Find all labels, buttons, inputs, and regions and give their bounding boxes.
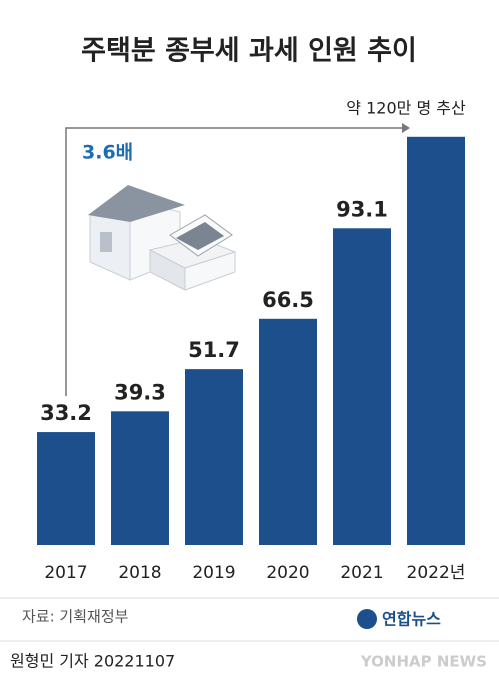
x-tick-label: 2017 xyxy=(44,563,87,583)
bar xyxy=(259,318,317,545)
annotation: 3.6배 xyxy=(82,142,133,164)
arrow-head xyxy=(402,123,410,133)
value-label: 93.1 xyxy=(336,197,388,221)
logo-en: YONHAP NEWS xyxy=(360,653,487,671)
bar xyxy=(185,369,243,545)
value-label: 33.2 xyxy=(40,401,92,425)
value-label: 51.7 xyxy=(188,338,240,362)
value-label: 66.5 xyxy=(262,288,314,312)
logo-mark xyxy=(357,609,377,629)
source: 자료: 기획재정부 xyxy=(22,608,129,626)
bar xyxy=(333,228,391,545)
x-tick-label: 2019 xyxy=(192,563,235,583)
value-label: 39.3 xyxy=(114,380,166,404)
credit: 원형민 기자 20221107 xyxy=(10,652,175,671)
x-tick-label: 2020 xyxy=(266,563,309,583)
house-icon xyxy=(88,185,237,291)
x-tick-label: 2022년 xyxy=(407,563,466,583)
bar xyxy=(37,432,95,545)
logo: 연합뉴스 xyxy=(382,610,441,629)
x-tick-label: 2018 xyxy=(118,563,161,583)
growth-arrow xyxy=(65,127,402,397)
chart-title: 주택분 종부세 과세 인원 추이 xyxy=(81,36,417,67)
bar xyxy=(111,411,169,545)
value-label: 약 120만 명 추산 xyxy=(346,98,466,117)
bar xyxy=(407,136,465,545)
x-tick-label: 2021 xyxy=(340,563,383,583)
